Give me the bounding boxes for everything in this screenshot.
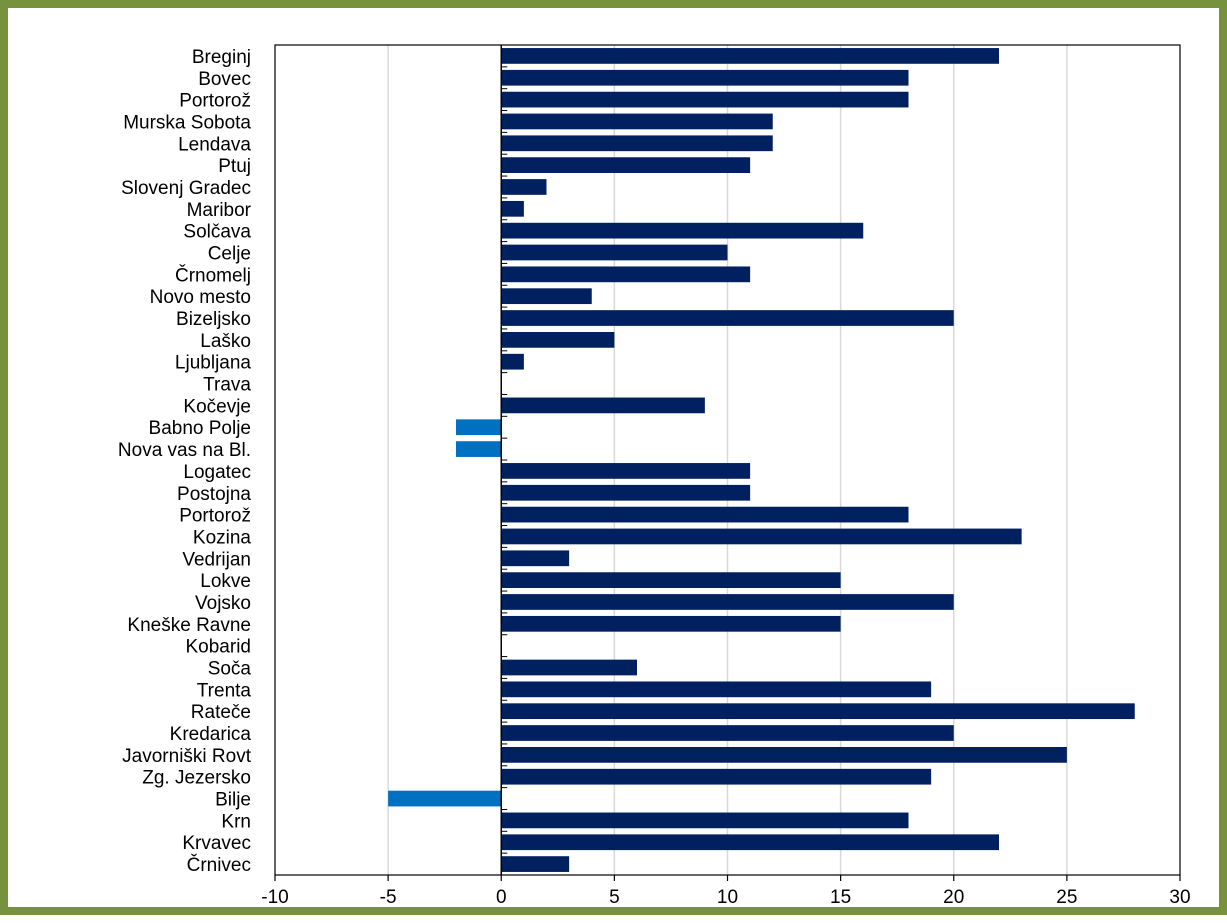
category-label: Maribor	[187, 200, 252, 221]
category-label: Nova vas na Bl.	[118, 440, 251, 461]
category-label: Lokve	[200, 571, 251, 592]
bar	[501, 506, 909, 523]
category-label: Bilje	[215, 790, 251, 811]
category-label: Laško	[200, 331, 251, 352]
category-label: Črnivec	[187, 854, 251, 876]
bar	[501, 113, 773, 130]
bar	[501, 353, 524, 370]
category-label: Celje	[208, 244, 251, 265]
bar	[501, 484, 751, 501]
category-label: Lendava	[178, 134, 251, 155]
bar	[501, 332, 615, 348]
bar	[501, 397, 705, 414]
category-label: Novo mesto	[150, 287, 251, 308]
x-tick-label: 5	[609, 887, 620, 908]
bar-chart: -10 -5 0 5 10 15 20 25 30BreginjBovecPortorožMur…	[118, 44, 1191, 908]
category-label: Portorož	[179, 91, 251, 112]
category-label: Vojsko	[195, 593, 251, 614]
category-label: Črnomelj	[175, 264, 251, 286]
bar	[501, 463, 751, 479]
category-label: Solčava	[183, 222, 251, 243]
bar	[501, 222, 864, 239]
category-label: Soča	[208, 659, 252, 680]
bar	[501, 69, 909, 86]
bar	[501, 856, 570, 872]
category-label: Bovec	[198, 69, 251, 90]
bar	[501, 659, 637, 676]
x-tick-label: 0	[496, 887, 507, 908]
category-label: Logatec	[183, 462, 251, 483]
x-tick-label: 15	[830, 887, 851, 908]
bar	[501, 725, 954, 741]
bar	[501, 834, 999, 851]
bar	[501, 528, 1022, 545]
bar	[456, 419, 502, 436]
category-label: Murska Sobota	[123, 112, 251, 133]
category-label: Kočevje	[183, 396, 251, 417]
bar	[501, 310, 954, 326]
category-label: Postojna	[177, 484, 251, 505]
category-label: Krn	[221, 811, 251, 832]
bar	[501, 812, 909, 829]
category-label: Kobarid	[186, 637, 252, 658]
bar	[501, 200, 524, 217]
bar	[501, 135, 773, 152]
category-label: Breginj	[192, 47, 251, 68]
bar	[501, 768, 932, 785]
category-label: Krvavec	[182, 833, 251, 854]
bar	[501, 615, 841, 632]
category-label: Trenta	[197, 680, 252, 701]
category-label: Ptuj	[218, 156, 251, 177]
bar	[501, 572, 841, 588]
category-label: Kozina	[193, 527, 252, 548]
bar	[501, 48, 999, 64]
category-label: Bizeljsko	[176, 309, 251, 330]
x-tick-label: -10	[261, 887, 288, 908]
x-tick-label: 25	[1056, 887, 1077, 908]
bar	[501, 747, 1067, 763]
bar	[501, 91, 909, 108]
bar	[501, 703, 1135, 720]
category-label: Ljubljana	[175, 353, 251, 374]
bar	[388, 790, 502, 807]
x-tick-label: 20	[943, 887, 964, 908]
bar	[501, 244, 728, 261]
category-label: Slovenj Gradec	[121, 178, 251, 199]
x-tick-label: 30	[1169, 887, 1190, 908]
bar	[501, 288, 592, 305]
bar	[501, 550, 570, 567]
category-label: Zg. Jezersko	[142, 768, 251, 789]
bar	[456, 441, 502, 457]
category-label: Trava	[203, 375, 251, 396]
category-label: Kredarica	[170, 724, 252, 745]
category-label: Vedrijan	[182, 549, 251, 570]
bar	[501, 179, 547, 195]
bar	[501, 266, 751, 283]
category-label: Javorniški Rovt	[122, 746, 252, 767]
bar	[501, 594, 954, 610]
x-tick-label: -5	[380, 887, 397, 908]
x-tick-label: 10	[717, 887, 738, 908]
category-label: Babno Polje	[149, 418, 251, 439]
bar	[501, 681, 932, 698]
category-label: Portorož	[179, 506, 251, 527]
bar	[501, 157, 751, 173]
category-label: Kneške Ravne	[127, 615, 251, 636]
category-label: Rateče	[191, 702, 251, 723]
